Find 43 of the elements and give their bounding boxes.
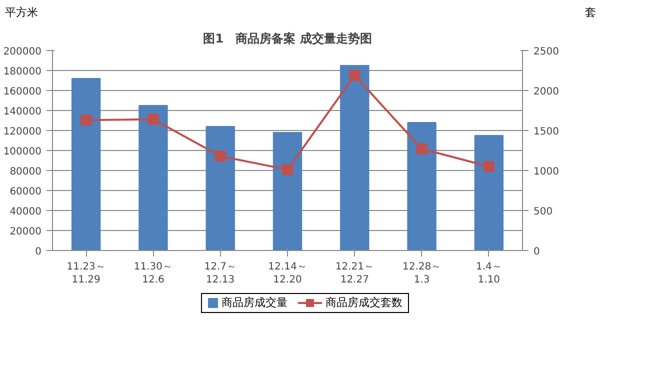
bar	[138, 105, 168, 250]
y-tick-label: 40000	[10, 206, 42, 218]
bar	[206, 126, 235, 250]
x-tick-label: 12.28～ 1.3	[402, 262, 442, 286]
y2-tick-label: 2000	[534, 86, 559, 98]
bar	[272, 132, 302, 250]
y2-axis-title: 套	[585, 5, 596, 21]
legend-label: 商品房成交量	[221, 296, 288, 309]
x-tick-label: 11.30～ 12.6	[134, 262, 173, 286]
y2-tick-label: 2500	[534, 46, 559, 58]
y-tick-label: 100000	[3, 146, 42, 158]
x-tick-label: 12.21～ 12.27	[335, 262, 374, 286]
y-axis-title: 平方米	[5, 5, 38, 21]
y-tick-label: 80000	[10, 166, 42, 178]
bar	[340, 65, 370, 250]
y-tick-label: 0	[35, 246, 42, 258]
y-tick-label: 180000	[3, 66, 42, 78]
y-tick-label: 20000	[10, 226, 42, 238]
point	[148, 114, 159, 125]
x-tick-label: 11.23～ 11.29	[66, 262, 106, 286]
x-tick-label: 12.7～ 12.13	[204, 262, 236, 286]
point	[282, 164, 293, 176]
bar	[71, 78, 101, 250]
point	[416, 143, 428, 154]
y2-tick-label: 0	[534, 246, 540, 258]
y2-tick-label: 1000	[534, 166, 559, 178]
y-tick-label: 200000	[3, 46, 42, 58]
point	[349, 70, 360, 81]
x-tick-label: 12.14～ 12.20	[268, 262, 307, 286]
bar	[474, 135, 504, 250]
y-tick-label: 160000	[3, 86, 42, 98]
y2-tick-label: 1500	[534, 126, 559, 138]
y-tick-label: 60000	[10, 186, 42, 198]
y2-tick-label: 500	[534, 206, 553, 218]
bar	[407, 122, 436, 250]
y-tick-label: 140000	[3, 106, 42, 118]
x-tick-label: 1.4～ 1.10	[476, 262, 502, 286]
y-tick-label: 120000	[3, 126, 42, 138]
point	[214, 150, 226, 162]
chart-title: 图1 商品房备案 成交量走势图	[203, 32, 372, 46]
legend-label: 商品房成交套数	[325, 296, 402, 309]
point	[483, 161, 494, 172]
point	[80, 114, 92, 126]
